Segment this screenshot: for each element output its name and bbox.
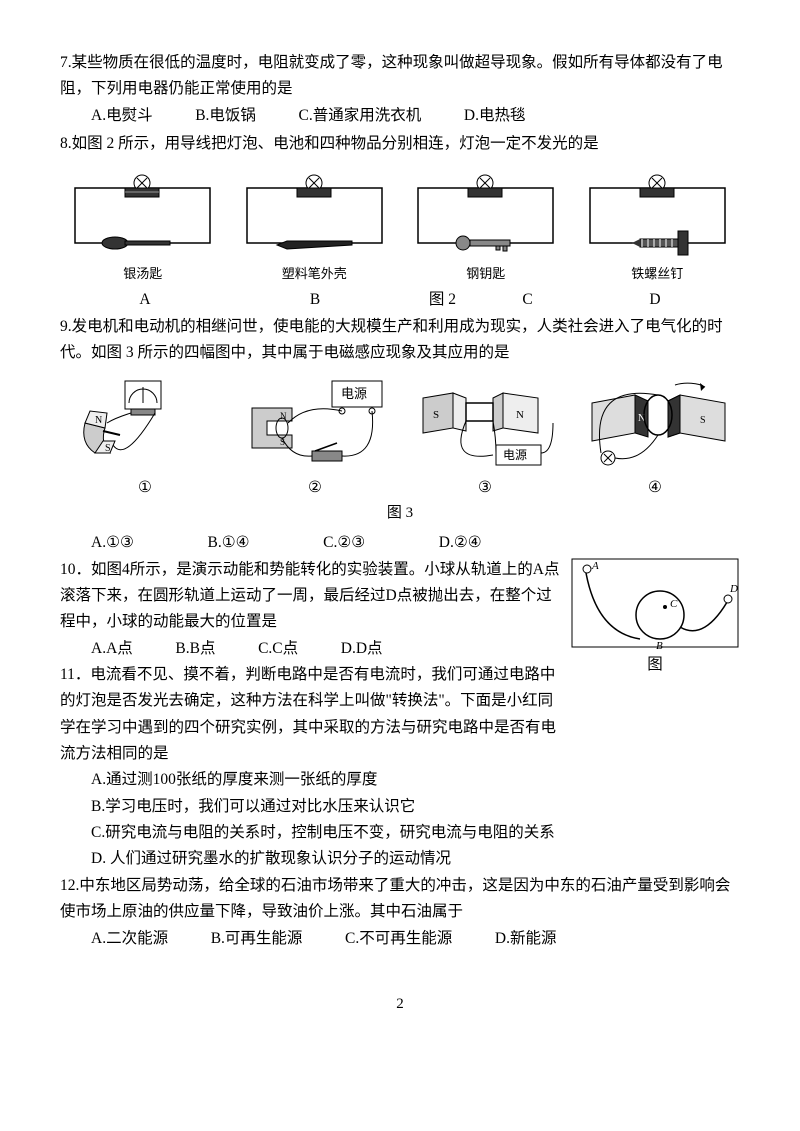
question-10-wrap: 10．如图4所示，是演示动能和势能转化的实验装置。小球从轨道上的A点滚落下来，在…	[60, 557, 740, 768]
svg-text:C: C	[670, 598, 678, 610]
figure-2-letters: A B 图 2 C D	[60, 287, 740, 313]
q12-opt-b: B.可再生能源	[211, 926, 303, 952]
q9-num-2: ②	[230, 475, 400, 501]
q7-opt-a: A.电熨斗	[91, 103, 153, 129]
diagram-4-svg: N S	[580, 373, 735, 473]
question-12: 12.中东地区局势动荡，给全球的石油市场带来了重大的冲击，这是因为中东的石油产量…	[60, 873, 740, 952]
q10-text: 10．如图4所示，是演示动能和势能转化的实验装置。小球从轨道上的A点滚落下来，在…	[60, 561, 559, 631]
q7-options: A.电熨斗 B.电饭锅 C.普通家用洗衣机 D.电热毯	[60, 103, 740, 129]
figure-2-row: 银汤匙 塑料笔外壳 钢钥匙	[60, 163, 740, 285]
question-9: 9.发电机和电动机的相继问世，使电能的大规模生产和利用成为现实，人类社会进入了电…	[60, 314, 740, 367]
diagram-3: S N 电源	[403, 373, 569, 473]
q9-num-3: ③	[400, 475, 570, 501]
q11-opt-d: D. 人们通过研究墨水的扩散现象认识分子的运动情况	[60, 846, 740, 872]
q12-text: 12.中东地区局势动荡，给全球的石油市场带来了重大的冲击，这是因为中东的石油产量…	[60, 877, 730, 920]
power-label-2: 电源	[503, 448, 527, 462]
diagram-4: N S	[575, 373, 741, 473]
svg-text:N: N	[95, 415, 102, 426]
q9-num-1: ①	[60, 475, 230, 501]
diagram-2: 电源 N S	[232, 373, 398, 473]
q7-opt-c: C.普通家用洗衣机	[299, 103, 422, 129]
svg-text:S: S	[433, 409, 439, 421]
figure-2-caption: 图 2	[400, 287, 485, 313]
q11-opt-b: B.学习电压时，我们可以通过对比水压来认识它	[60, 794, 740, 820]
figure-3-row: N S 电源 N S	[60, 373, 740, 473]
q7-opt-d: D.电热毯	[464, 103, 526, 129]
page-number: 2	[60, 992, 740, 1018]
circuit-c-label: 钢钥匙	[403, 263, 569, 285]
q9-opt-a: A.①③	[91, 530, 134, 556]
q8-letter-a: A	[60, 287, 230, 313]
question-10: 10．如图4所示，是演示动能和势能转化的实验装置。小球从轨道上的A点滚落下来，在…	[60, 557, 560, 768]
q12-options: A.二次能源 B.可再生能源 C.不可再生能源 D.新能源	[60, 926, 740, 952]
circuit-a-label: 银汤匙	[60, 263, 226, 285]
circuit-b: 塑料笔外壳	[232, 163, 398, 285]
q9-text: 9.发电机和电动机的相继问世，使电能的大规模生产和利用成为现实，人类社会进入了电…	[60, 318, 723, 361]
q9-opt-c: C.②③	[323, 530, 365, 556]
circuit-b-svg	[237, 163, 392, 263]
power-label-1: 电源	[341, 386, 367, 401]
q10-opt-a: A.A点	[91, 636, 133, 662]
q8-letter-c: C	[485, 287, 570, 313]
q9-opt-b: B.①④	[208, 530, 250, 556]
circuit-b-label: 塑料笔外壳	[232, 263, 398, 285]
q11-opt-a: A.通过测100张纸的厚度来测一张纸的厚度	[60, 767, 740, 793]
circuit-c-svg	[408, 163, 563, 263]
q9-num-4: ④	[570, 475, 740, 501]
q10-opt-b: B.B点	[175, 636, 215, 662]
svg-text:A: A	[591, 560, 599, 572]
svg-text:B: B	[656, 640, 663, 652]
diagram-1: N S	[60, 373, 226, 473]
q8-letter-b: B	[230, 287, 400, 313]
q12-opt-d: D.新能源	[495, 926, 557, 952]
svg-text:N: N	[516, 409, 524, 421]
q9-opt-d: D.②④	[439, 530, 482, 556]
q12-opt-c: C.不可再生能源	[345, 926, 452, 952]
figure-4-caption: 图	[570, 652, 740, 678]
circuit-d: 铁螺丝钉	[575, 163, 741, 285]
figure-3-caption: 图 3	[60, 501, 740, 527]
q10-opt-d: D.D点	[341, 636, 383, 662]
figure-3-numbers: ① ② ③ ④	[60, 475, 740, 501]
q7-text: 7.某些物质在很低的温度时，电阻就变成了零，这种现象叫做超导现象。假如所有导体都…	[60, 54, 723, 97]
q8-text: 8.如图 2 所示，用导线把灯泡、电池和四种物品分别相连，灯泡一定不发光的是	[60, 135, 599, 152]
circuit-d-svg	[580, 163, 735, 263]
diagram-1-svg: N S	[65, 373, 220, 473]
figure-4-svg: A C B D	[570, 557, 740, 652]
circuit-a-svg	[65, 163, 220, 263]
q12-opt-a: A.二次能源	[91, 926, 168, 952]
svg-text:D: D	[729, 583, 738, 595]
question-7: 7.某些物质在很低的温度时，电阻就变成了零，这种现象叫做超导现象。假如所有导体都…	[60, 50, 740, 129]
diagram-2-svg: 电源 N S	[237, 373, 392, 473]
figure-4: A C B D 图	[570, 557, 740, 678]
question-8: 8.如图 2 所示，用导线把灯泡、电池和四种物品分别相连，灯泡一定不发光的是	[60, 131, 740, 157]
q7-opt-b: B.电饭锅	[195, 103, 256, 129]
q8-letter-d: D	[570, 287, 740, 313]
q10-opt-c: C.C点	[258, 636, 298, 662]
diagram-3-svg: S N 电源	[408, 373, 563, 473]
circuit-c: 钢钥匙	[403, 163, 569, 285]
circuit-a: 银汤匙	[60, 163, 226, 285]
svg-text:S: S	[105, 443, 111, 454]
q10-options: A.A点 B.B点 C.C点 D.D点	[60, 636, 560, 662]
q9-options: A.①③ B.①④ C.②③ D.②④	[60, 530, 740, 556]
svg-text:N: N	[280, 411, 287, 421]
q11-text: 11．电流看不见、摸不着，判断电路中是否有电流时，我们可通过电路中的灯泡是否发光…	[60, 666, 556, 762]
q11-opt-c: C.研究电流与电阻的关系时，控制电压不变，研究电流与电阻的关系	[60, 820, 740, 846]
svg-text:S: S	[700, 415, 706, 426]
circuit-d-label: 铁螺丝钉	[575, 263, 741, 285]
